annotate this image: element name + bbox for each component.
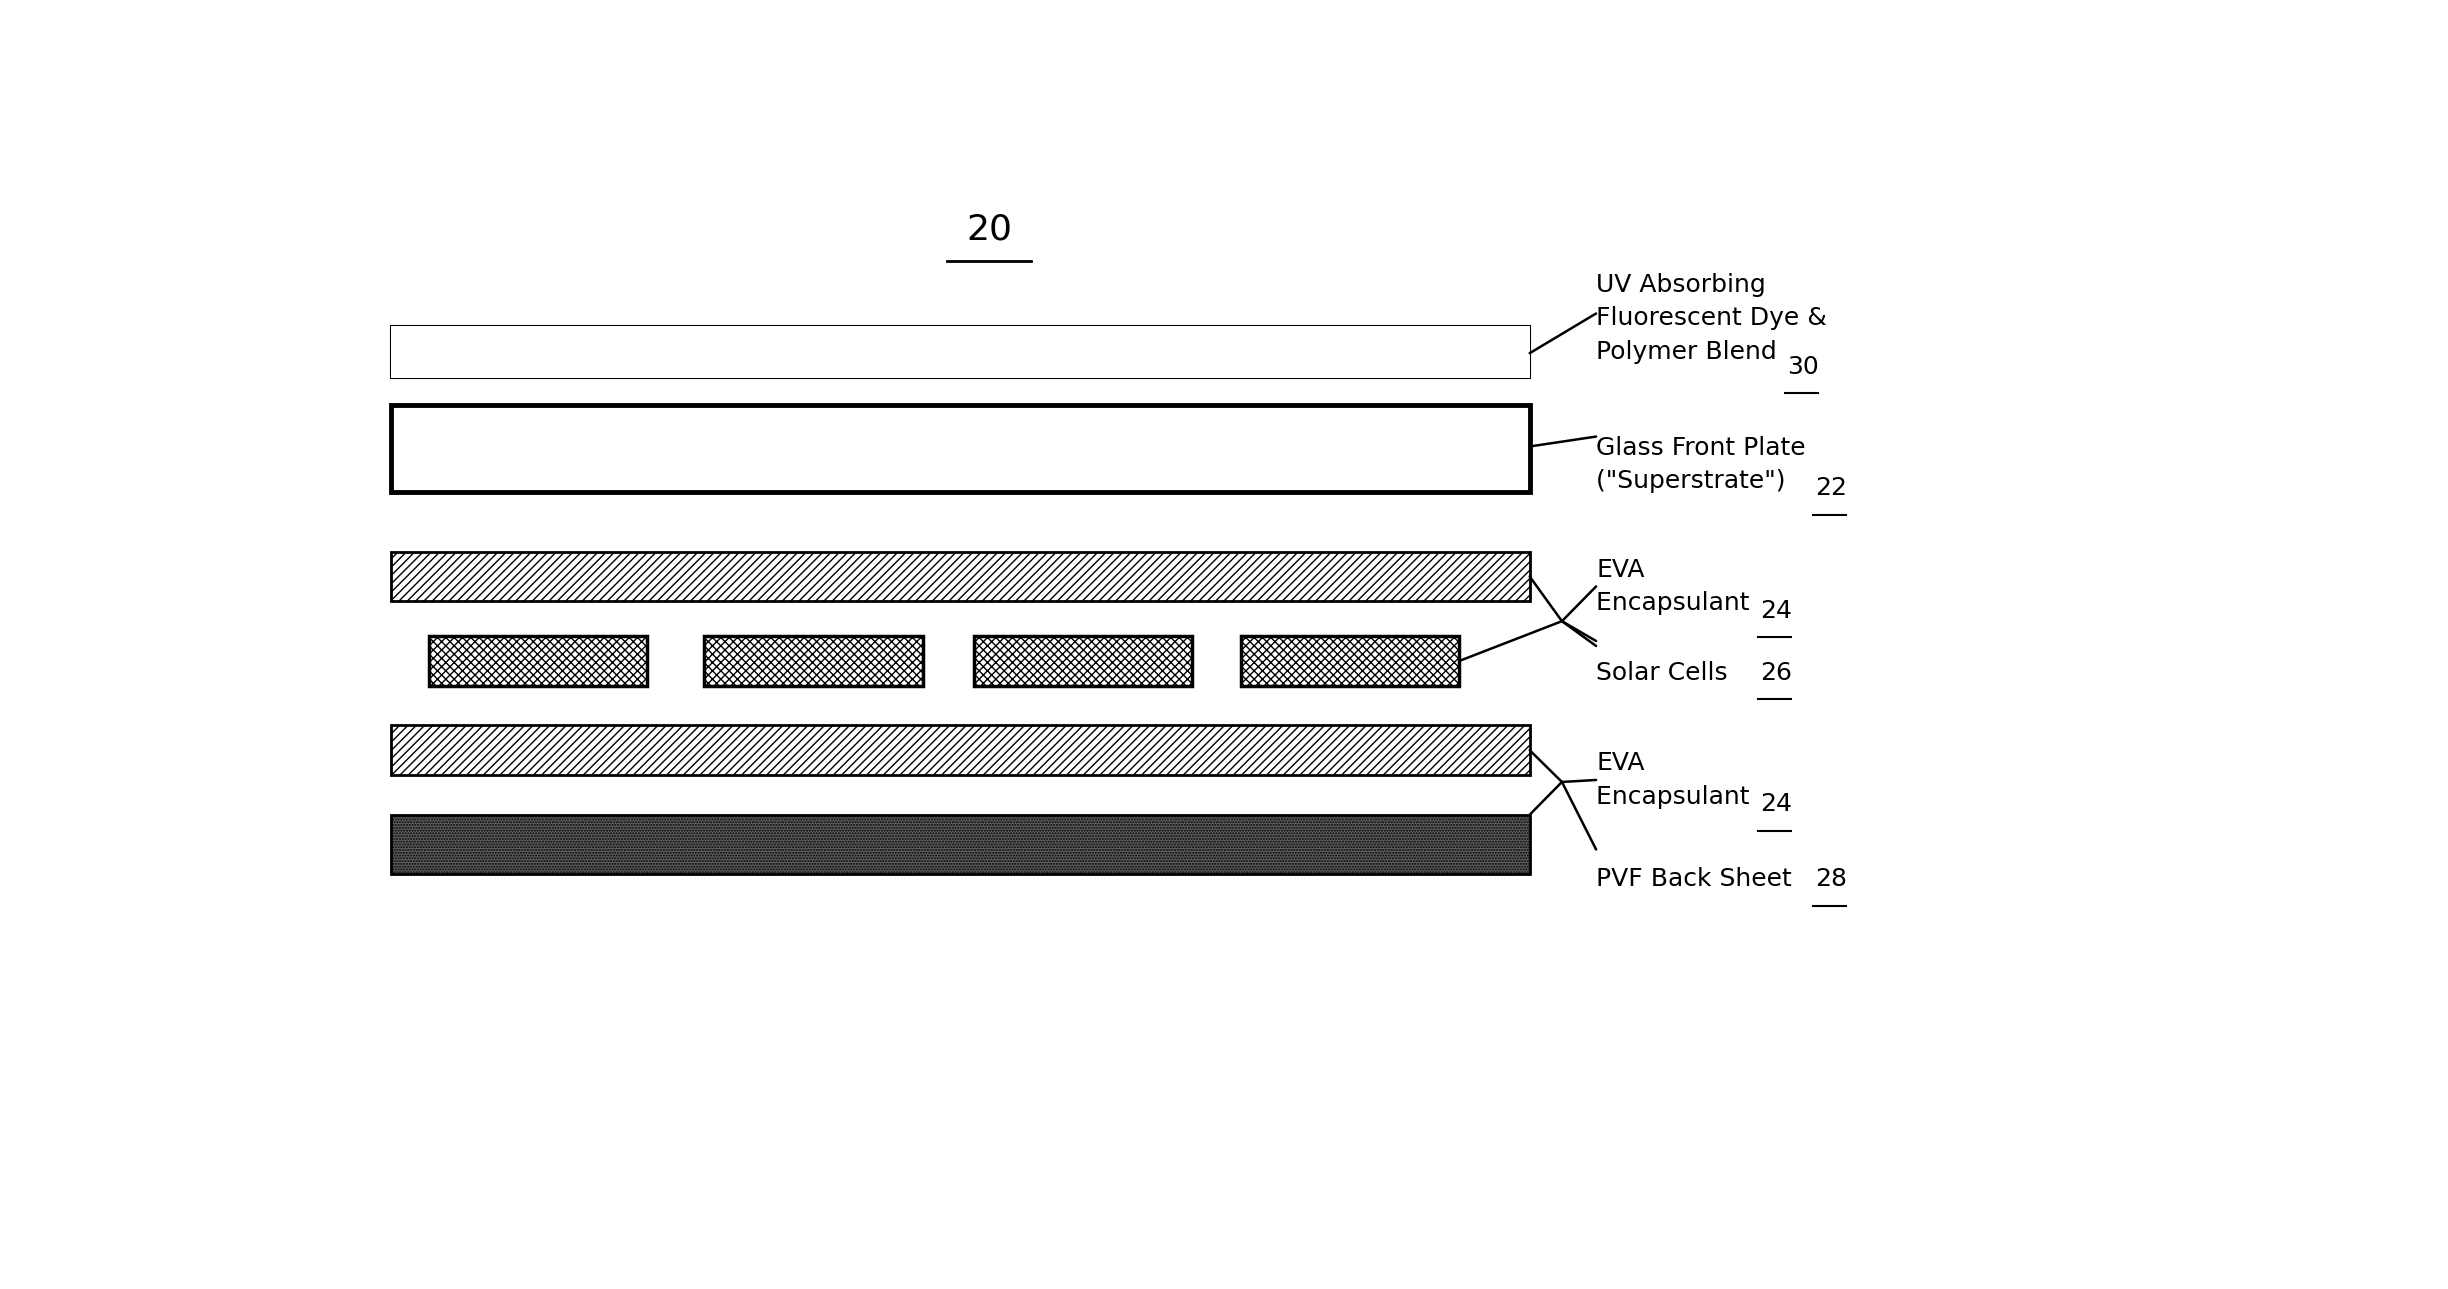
- Text: EVA
Encapsulant: EVA Encapsulant: [1596, 751, 1758, 808]
- Bar: [392, 726, 1530, 775]
- Text: Solar Cells: Solar Cells: [1596, 661, 1736, 684]
- Text: Glass Front Plate
("Superstrate"): Glass Front Plate ("Superstrate"): [1596, 436, 1807, 494]
- Text: 24: 24: [1760, 598, 1792, 623]
- Bar: [392, 326, 1530, 378]
- Bar: [392, 552, 1530, 601]
- Text: 28: 28: [1814, 867, 1846, 891]
- Bar: [705, 635, 923, 686]
- Bar: [974, 635, 1192, 686]
- Text: EVA
Encapsulant: EVA Encapsulant: [1596, 558, 1758, 615]
- Bar: [392, 815, 1530, 874]
- Bar: [392, 326, 1530, 378]
- Bar: [428, 635, 649, 686]
- Text: 20: 20: [967, 213, 1011, 246]
- Text: 24: 24: [1760, 793, 1792, 816]
- Bar: [392, 405, 1530, 492]
- Text: 22: 22: [1814, 477, 1846, 500]
- Text: 30: 30: [1787, 354, 1819, 379]
- Bar: [1241, 635, 1459, 686]
- Text: PVF Back Sheet: PVF Back Sheet: [1596, 867, 1807, 891]
- Text: 26: 26: [1760, 661, 1792, 684]
- Text: UV Absorbing
Fluorescent Dye &
Polymer Blend: UV Absorbing Fluorescent Dye & Polymer B…: [1596, 273, 1826, 363]
